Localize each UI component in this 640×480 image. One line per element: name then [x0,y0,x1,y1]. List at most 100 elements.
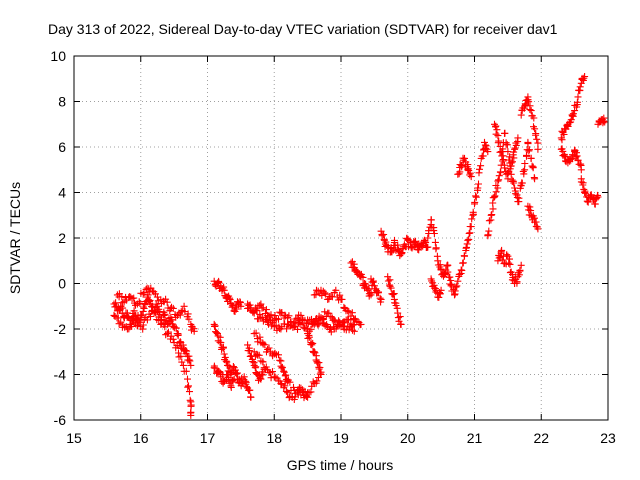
data-point [464,236,472,244]
data-point [448,281,456,289]
data-point [461,252,468,260]
data-point [465,230,473,237]
data-point [271,349,279,357]
data-point [527,207,535,215]
data-point [182,347,190,354]
data-point [186,388,193,396]
y-axis-label: SDTVAR / TECUs [7,182,23,294]
data-point [517,261,525,269]
y-tick-label: 0 [58,276,66,292]
data-point [147,284,155,292]
data-point [160,311,168,319]
data-point [466,229,474,237]
data-point [531,125,539,133]
data-point [491,192,499,200]
data-point [365,290,373,298]
data-point [183,347,191,355]
data-point [138,311,146,319]
data-point [574,93,582,101]
data-point [576,83,584,91]
data-point [163,330,171,338]
data-point [458,161,466,169]
data-point [564,122,572,130]
data-point [472,193,480,201]
data-point [304,334,312,342]
data-point [525,98,533,106]
data-point [281,382,289,390]
data-point [317,368,325,376]
data-point [513,278,521,286]
data-point [519,167,527,175]
data-point [496,142,504,150]
data-point [217,339,225,347]
data-point [534,139,542,147]
data-point [285,312,293,320]
data-point [164,328,172,336]
data-point [128,322,135,330]
data-point [152,309,160,316]
data-point [516,266,524,274]
data-point [322,290,330,298]
data-point [227,384,235,391]
data-point [468,215,476,223]
data-point [492,188,500,196]
data-point [495,176,503,184]
data-point [469,208,477,216]
data-point [277,309,285,317]
data-point [498,148,506,156]
data-point [290,318,298,326]
data-point [568,111,576,119]
axis-ticks: 15 16 17 18 19 20 21 22 23 -6 -4 -2 0 2 4 6 8 10 [50,48,616,446]
data-point [224,371,231,378]
data-point [253,307,261,315]
data-point [394,314,402,322]
data-point [301,388,309,396]
data-point [458,267,466,274]
data-point [495,172,503,180]
data-point [436,290,444,298]
data-point [246,301,254,309]
data-point [435,293,443,301]
data-point [415,246,423,254]
data-point [185,356,193,364]
data-point [424,243,432,251]
data-point [526,203,534,211]
data-point [265,320,272,328]
data-point [581,73,589,80]
data-point [534,225,542,233]
data-point [233,369,241,377]
data-point [168,303,175,311]
data-point [269,368,276,376]
y-tick-label: 2 [58,230,66,246]
data-point [305,333,313,341]
data-point [177,352,185,360]
data-point [498,246,506,254]
data-point [347,259,355,267]
y-tick-label: 8 [58,94,66,110]
data-point [118,299,126,307]
data-point [331,318,339,326]
data-point [257,375,265,383]
data-point [301,324,309,332]
data-point [135,318,143,326]
data-point [430,230,438,237]
data-point [219,285,227,293]
data-point [492,122,500,130]
data-point [600,117,608,125]
data-point [267,374,275,382]
data-point [139,290,147,298]
data-point [247,352,255,360]
data-point [139,325,147,333]
data-point [304,320,312,328]
data-point [222,357,230,365]
data-point [187,411,195,419]
data-point [444,261,452,269]
data-point [187,361,195,369]
data-point [186,396,194,404]
data-point [387,284,395,292]
data-point [526,106,534,113]
data-point [369,277,377,285]
data-point [140,305,148,312]
data-point [532,130,540,137]
data-point [172,324,180,332]
